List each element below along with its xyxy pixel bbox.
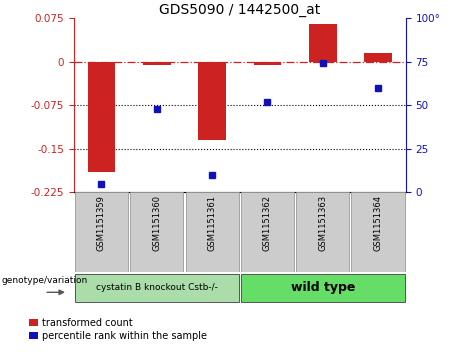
Legend: transformed count, percentile rank within the sample: transformed count, percentile rank withi… <box>28 317 208 342</box>
Bar <box>296 192 349 272</box>
Bar <box>241 192 294 272</box>
Text: GSM1151364: GSM1151364 <box>373 195 383 251</box>
Bar <box>185 192 239 272</box>
Bar <box>309 24 337 62</box>
Bar <box>75 192 128 272</box>
Bar <box>143 62 171 65</box>
Bar <box>351 192 405 272</box>
Bar <box>75 274 239 302</box>
Bar <box>254 62 281 65</box>
Text: GSM1151361: GSM1151361 <box>207 195 217 251</box>
Text: GSM1151363: GSM1151363 <box>318 195 327 251</box>
Bar <box>198 62 226 140</box>
Bar <box>88 62 115 172</box>
Bar <box>364 53 392 62</box>
Text: cystatin B knockout Cstb-/-: cystatin B knockout Cstb-/- <box>96 283 218 292</box>
Text: genotype/variation: genotype/variation <box>1 276 88 285</box>
Text: wild type: wild type <box>290 281 355 294</box>
Bar <box>130 192 183 272</box>
Text: GSM1151360: GSM1151360 <box>152 195 161 251</box>
Title: GDS5090 / 1442500_at: GDS5090 / 1442500_at <box>159 3 320 17</box>
Bar <box>241 274 405 302</box>
Text: GSM1151362: GSM1151362 <box>263 195 272 251</box>
Text: GSM1151359: GSM1151359 <box>97 195 106 251</box>
